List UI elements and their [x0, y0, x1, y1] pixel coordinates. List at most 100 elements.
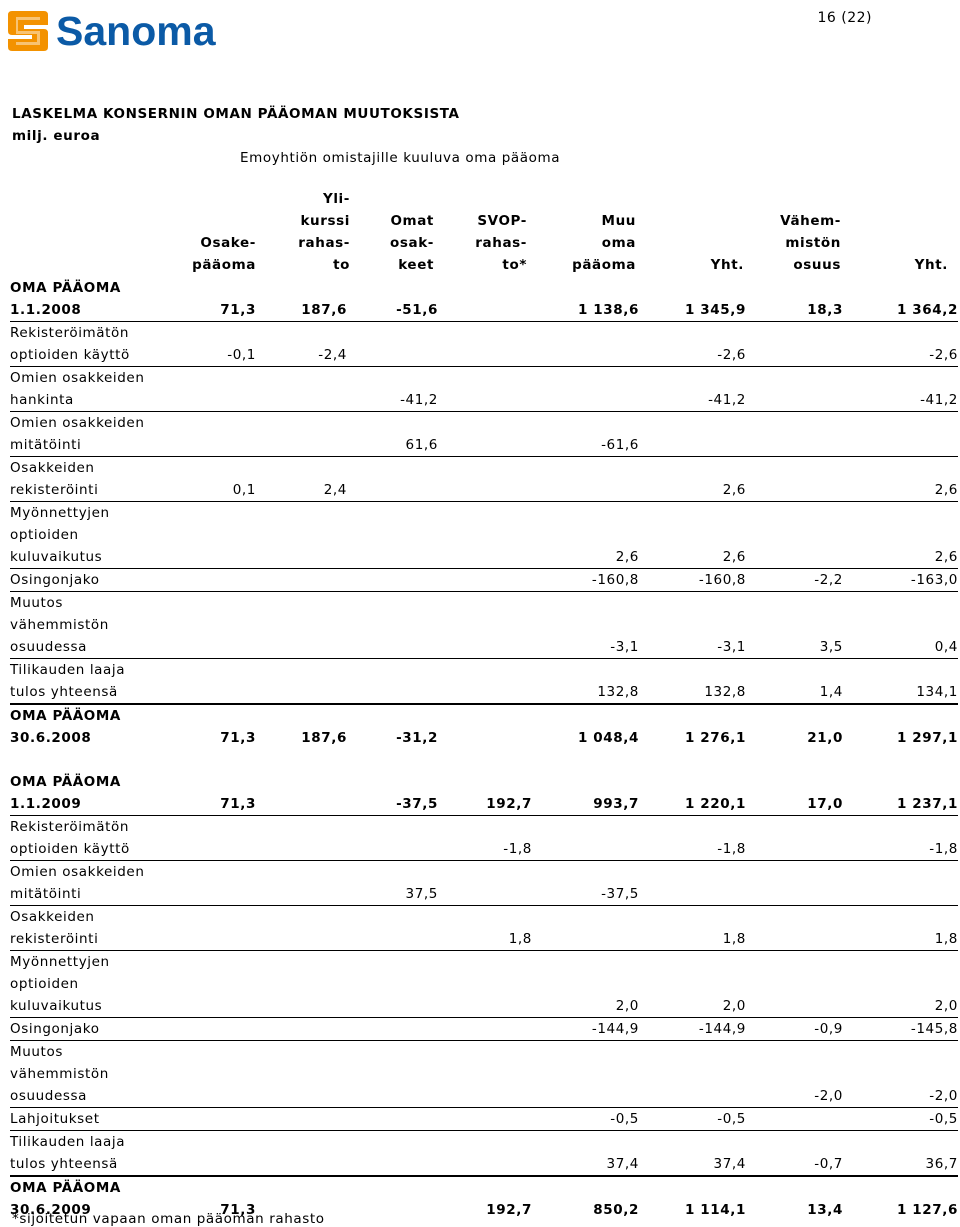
column-header-line: Muu: [601, 213, 636, 229]
row-label: mitätöinti: [10, 434, 165, 457]
cell-value: 17,0: [746, 793, 843, 816]
cell-value: [347, 412, 438, 435]
column-header-line: to*: [502, 257, 527, 273]
table-row: mitätöinti 37,5 -37,5: [10, 883, 958, 906]
table-row: optioiden käyttö -1,8 -1,8 -1,8: [10, 838, 958, 861]
cell-value: [165, 1131, 256, 1154]
cell-value: [532, 524, 639, 546]
cell-value: -2,6: [639, 344, 746, 367]
cell-value: [347, 1153, 438, 1177]
cell-value: [639, 367, 746, 390]
cell-value: [347, 973, 438, 995]
row-label: optioiden käyttö: [10, 838, 165, 861]
cell-value: -1,8: [438, 838, 532, 861]
cell-value: [347, 277, 438, 299]
cell-value: [165, 1153, 256, 1177]
table-row: Tilikauden laaja: [10, 1131, 958, 1154]
table-row: OMA PÄÄOMA: [10, 1176, 958, 1199]
cell-value: [843, 659, 958, 682]
cell-value: 850,2: [593, 1202, 639, 1218]
cell-value: [746, 524, 843, 546]
cell-value: [532, 344, 639, 367]
table-row: Osakkeiden: [10, 906, 958, 929]
cell-value: 71,3: [220, 730, 256, 746]
cell-value: [347, 457, 438, 480]
column-header-line: pääoma: [572, 257, 636, 273]
row-label: Rekisteröimätön: [10, 819, 130, 835]
cell-value: -2,4: [256, 344, 347, 367]
column-header-line: rahas-: [475, 235, 527, 251]
cell-value: [438, 861, 532, 884]
column-header-line: kurssi: [300, 213, 350, 229]
cell-value: [532, 389, 639, 412]
row-label: vähemmistön: [10, 617, 109, 633]
cell-value: -144,9: [639, 1017, 746, 1041]
group-heading: Emoyhtiön omistajille kuuluva oma pääoma: [240, 150, 561, 166]
cell-value: 1 114,1: [685, 1202, 746, 1218]
cell-value: [639, 906, 746, 929]
cell-value: [843, 502, 958, 525]
cell-value: 1 364,2: [843, 299, 958, 322]
table-row: 30.6.2009 71,3 192,7 850,2 1 114,1 13,4 1 127,…: [10, 1199, 958, 1221]
cell-value: -41,2: [347, 389, 438, 412]
cell-value: [438, 389, 532, 412]
row-label: osuudessa: [10, 636, 165, 659]
cell-value: [532, 749, 639, 771]
cell-value: [438, 299, 532, 322]
cell-value: [843, 367, 958, 390]
cell-value: [165, 592, 256, 615]
cell-value: 2,6: [639, 479, 746, 502]
cell-value: [438, 816, 532, 839]
cell-value: -2,6: [843, 344, 958, 367]
cell-value: [438, 1063, 532, 1085]
cell-value: [746, 838, 843, 861]
footnote: *sijoitetun vapaan oman pääoman rahasto: [12, 1211, 325, 1227]
cell-value: [438, 883, 532, 906]
table-row: Muutos: [10, 1041, 958, 1064]
cell-value: [843, 973, 958, 995]
cell-value: -0,1: [165, 344, 256, 367]
cell-value: [256, 816, 347, 839]
cell-value: [256, 659, 347, 682]
page-title: LASKELMA KONSERNIN OMAN PÄÄOMAN MUUTOKSI…: [12, 106, 460, 122]
table-row: tulos yhteensä 132,8 132,8 1,4 134,1: [10, 681, 958, 705]
cell-value: -1,8: [843, 838, 958, 861]
cell-value: [438, 1085, 532, 1108]
cell-value: [256, 277, 347, 299]
table-row: Muutos: [10, 592, 958, 615]
cell-value: [256, 704, 347, 727]
cell-value: [438, 568, 532, 592]
table-row: osuudessa -2,0 -2,0: [10, 1085, 958, 1108]
cell-value: [347, 1017, 438, 1041]
cell-value: -0,5: [639, 1107, 746, 1131]
table-row: Omien osakkeiden: [10, 367, 958, 390]
cell-value: [843, 883, 958, 906]
row-label: vähemmistön: [10, 1066, 109, 1082]
cell-value: [746, 906, 843, 929]
cell-value: [532, 771, 639, 793]
row-label: optioiden käyttö: [10, 344, 165, 367]
cell-value: [746, 322, 843, 345]
table-row: OMA PÄÄOMA: [10, 704, 958, 727]
cell-value: [843, 277, 958, 299]
cell-value: [746, 995, 843, 1018]
cell-value: -51,6: [347, 299, 438, 322]
cell-value: [438, 367, 532, 390]
cell-value: -145,8: [843, 1017, 958, 1041]
cell-value: [438, 1176, 532, 1199]
cell-value: [165, 816, 256, 839]
cell-value: [256, 749, 347, 771]
cell-value: [256, 973, 347, 995]
cell-value: [256, 951, 347, 974]
cell-value: [256, 1017, 347, 1041]
cell-value: [532, 1085, 639, 1108]
cell-value: [639, 816, 746, 839]
cell-value: [746, 1176, 843, 1199]
cell-value: [165, 951, 256, 974]
cell-value: [532, 928, 639, 951]
cell-value: [639, 1176, 746, 1199]
cell-value: 2,0: [532, 995, 639, 1018]
cell-value: [256, 502, 347, 525]
cell-value: [438, 1131, 532, 1154]
table-row: kuluvaikutus 2,0 2,0 2,0: [10, 995, 958, 1018]
